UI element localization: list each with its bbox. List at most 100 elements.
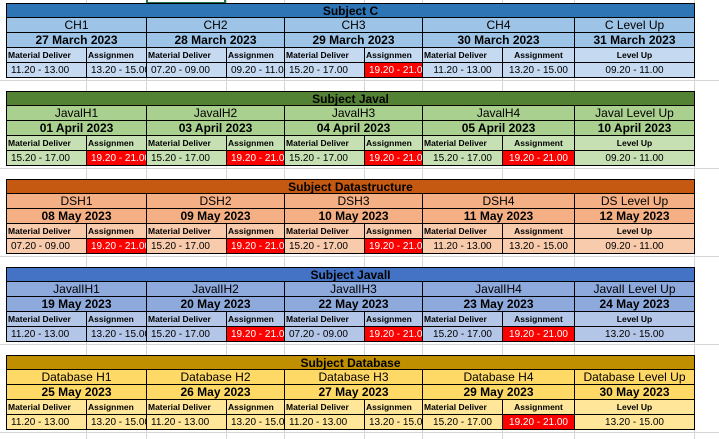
level-up-date[interactable]: 30 May 2023 [574,384,695,400]
level-up-date[interactable]: 10 April 2023 [574,120,695,136]
assignment-time[interactable]: 09.20 - 11.00 [226,62,285,78]
level-up-name[interactable]: Javal Level Up [574,105,695,121]
material-label[interactable]: Material Deliver [6,135,87,151]
session-name[interactable]: DSH2 [146,193,285,209]
level-up-name[interactable]: C Level Up [574,17,695,33]
session-name[interactable]: DSH3 [284,193,423,209]
material-time[interactable]: 07.20 - 09.00 [146,62,227,78]
session-name[interactable]: CH4 [422,17,575,33]
assignment-label[interactable]: Assignmen [364,311,423,327]
session-name[interactable]: Database H2 [146,369,285,385]
session-date[interactable]: 27 March 2023 [6,32,147,48]
material-label[interactable]: Material Deliver [284,223,365,239]
session-name[interactable]: JavalH4 [422,105,575,121]
level-up-label[interactable]: Level Up [574,223,695,239]
assignment-time[interactable]: 19.20 - 21.00 [86,238,147,254]
assignment-time[interactable]: 19.20 - 21.00 [364,238,423,254]
session-name[interactable]: CH2 [146,17,285,33]
section-title[interactable]: Subject JavalI [6,267,695,282]
section-title[interactable]: Subject Javal [6,91,695,106]
material-label[interactable]: Material Deliver [146,47,227,63]
material-label[interactable]: Material Deliver [422,399,503,415]
session-date[interactable]: 08 May 2023 [6,208,147,224]
assignment-label[interactable]: Assignmen [226,47,285,63]
level-up-name[interactable]: DS Level Up [574,193,695,209]
material-label[interactable]: Material Deliver [146,311,227,327]
assignment-time[interactable]: 13.20 - 15.00 [86,326,147,342]
material-time[interactable]: 07.20 - 09.00 [284,326,365,342]
assignment-label[interactable]: Assignmen [86,311,147,327]
material-label[interactable]: Material Deliver [422,311,503,327]
assignment-time[interactable]: 13.20 - 15.00 [86,414,147,430]
assignment-label[interactable]: Assignmen [226,399,285,415]
section-title[interactable]: Subject Database [6,355,695,370]
assignment-label[interactable]: Assignmen [226,311,285,327]
material-label[interactable]: Material Deliver [6,223,87,239]
material-time[interactable]: 15.20 - 17.00 [422,326,503,342]
level-up-time[interactable]: 09.20 - 11.00 [574,150,695,166]
session-date[interactable]: 09 May 2023 [146,208,285,224]
level-up-label[interactable]: Level Up [574,47,695,63]
assignment-time[interactable]: 19.20 - 21.00 [226,150,285,166]
level-up-name[interactable]: JavalI Level Up [574,281,695,297]
assignment-label[interactable]: Assignmen [86,399,147,415]
material-label[interactable]: Material Deliver [146,399,227,415]
material-time[interactable]: 11.20 - 13.00 [6,62,87,78]
session-date[interactable]: 30 March 2023 [422,32,575,48]
material-label[interactable]: Material Deliver [6,399,87,415]
assignment-time[interactable]: 13.20 - 15.00 [364,414,423,430]
session-date[interactable]: 03 April 2023 [146,120,285,136]
assignment-label[interactable]: Assignment [502,223,575,239]
assignment-label[interactable]: Assignmen [226,223,285,239]
material-time[interactable]: 15.20 - 17.00 [146,326,227,342]
material-label[interactable]: Material Deliver [284,135,365,151]
material-label[interactable]: Material Deliver [422,47,503,63]
material-time[interactable]: 15.20 - 17.00 [6,150,87,166]
assignment-label[interactable]: Assignment [502,311,575,327]
session-name[interactable]: JavalH1 [6,105,147,121]
session-name[interactable]: CH1 [6,17,147,33]
session-date[interactable]: 23 May 2023 [422,296,575,312]
level-up-label[interactable]: Level Up [574,135,695,151]
level-up-date[interactable]: 12 May 2023 [574,208,695,224]
material-label[interactable]: Material Deliver [146,223,227,239]
level-up-date[interactable]: 31 March 2023 [574,32,695,48]
material-label[interactable]: Material Deliver [284,311,365,327]
level-up-time[interactable]: 13.20 - 15.00 [574,326,695,342]
session-name[interactable]: JavalH2 [146,105,285,121]
assignment-label[interactable]: Assignmen [86,135,147,151]
assignment-time[interactable]: 19.20 - 21.00 [502,150,575,166]
session-date[interactable]: 19 May 2023 [6,296,147,312]
material-label[interactable]: Material Deliver [422,223,503,239]
section-title[interactable]: Subject C [6,3,695,18]
session-name[interactable]: JavalIH4 [422,281,575,297]
session-name[interactable]: Database H3 [284,369,423,385]
assignment-time[interactable]: 19.20 - 21.00 [86,150,147,166]
material-time[interactable]: 11.20 - 13.00 [422,62,503,78]
assignment-label[interactable]: Assignmen [86,223,147,239]
assignment-time[interactable]: 19.20 - 21.00 [226,238,285,254]
session-name[interactable]: DSH4 [422,193,575,209]
level-up-name[interactable]: Database Level Up [574,369,695,385]
session-date[interactable]: 01 April 2023 [6,120,147,136]
assignment-time[interactable]: 19.20 - 21.00 [364,326,423,342]
assignment-time[interactable]: 19.20 - 21.00 [226,326,285,342]
session-date[interactable]: 04 April 2023 [284,120,423,136]
material-label[interactable]: Material Deliver [146,135,227,151]
session-name[interactable]: Database H1 [6,369,147,385]
material-label[interactable]: Material Deliver [422,135,503,151]
material-time[interactable]: 11.20 - 13.00 [6,414,87,430]
level-up-date[interactable]: 24 May 2023 [574,296,695,312]
assignment-time[interactable]: 13.20 - 15.00 [86,62,147,78]
session-date[interactable]: 26 May 2023 [146,384,285,400]
assignment-label[interactable]: Assignment [502,135,575,151]
material-time[interactable]: 15.20 - 17.00 [284,62,365,78]
material-time[interactable]: 15.20 - 17.00 [146,150,227,166]
assignment-label[interactable]: Assignment [502,399,575,415]
session-date[interactable]: 22 May 2023 [284,296,423,312]
assignment-time[interactable]: 19.20 - 21.00 [364,150,423,166]
session-date[interactable]: 27 May 2023 [284,384,423,400]
assignment-label[interactable]: Assignmen [364,135,423,151]
material-time[interactable]: 07.20 - 09.00 [6,238,87,254]
assignment-time[interactable]: 13.20 - 15.00 [502,238,575,254]
